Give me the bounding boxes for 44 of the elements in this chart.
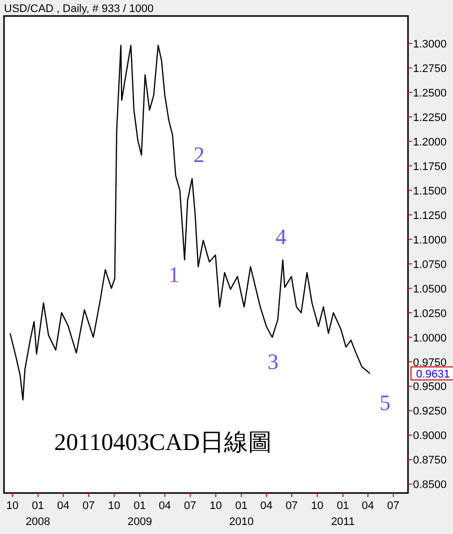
annotation: 2 — [194, 142, 204, 167]
x-tick-label: 07 — [286, 500, 298, 512]
y-tick-label: 1.2750 — [413, 62, 447, 75]
y-tick-label: 0.9631 — [416, 368, 450, 380]
y-tick-label: 0.9250 — [413, 406, 447, 418]
y-tick-label: 0.9000 — [413, 430, 447, 442]
y-tick-label: 1.1500 — [413, 185, 447, 198]
annotation: 1 — [168, 262, 180, 287]
annotation: 20110403CAD日線圖 — [54, 430, 272, 456]
x-tick-label: 10 — [210, 500, 222, 512]
x-tick-label: 04 — [57, 500, 70, 512]
line-series — [10, 44, 370, 401]
x-tick-label: 07 — [387, 500, 400, 512]
y-tick-label: 1.2500 — [413, 87, 447, 100]
y-tick-label: 1.1250 — [413, 210, 447, 222]
x-tick-label: 01 2009 — [128, 500, 152, 528]
y-tick-label: 1.2000 — [413, 136, 447, 148]
x-tick-label: 07 — [184, 500, 196, 512]
y-tick-label: 1.0500 — [413, 283, 447, 296]
y-tick-label: 1.3000 — [413, 38, 447, 50]
y-tick-label: 1.0750 — [413, 258, 447, 271]
y-tick-label: 0.8500 — [413, 479, 447, 492]
x-tick-label: 01 2011 — [331, 500, 355, 528]
x-tick-label: 04 — [260, 500, 272, 512]
annotation: 5 — [380, 390, 390, 415]
x-tick-label: 04 — [362, 500, 374, 512]
x-tick-label: 10 — [311, 500, 324, 512]
y-tick-label: 1.0000 — [413, 332, 447, 344]
x-tick-label: 07 — [82, 500, 95, 512]
y-tick-label: 1.1750 — [413, 160, 447, 173]
chart-title: USD/CAD , Daily, # 933 / 1000 — [4, 3, 154, 15]
y-tick-label: 1.0250 — [413, 308, 447, 320]
x-tick-label: 10 — [6, 500, 18, 512]
x-tick-label: 01 2008 — [26, 500, 50, 528]
x-tick-label: 01 2010 — [229, 500, 254, 528]
y-tick-label: 1.2250 — [413, 112, 447, 124]
y-tick-label: 0.9500 — [413, 381, 447, 394]
x-tick-label: 10 — [108, 500, 120, 512]
y-tick-label: 0.8750 — [413, 454, 447, 467]
annotation: 4 — [276, 224, 286, 249]
y-tick-label: 1.1000 — [413, 234, 447, 246]
annotation: 3 — [268, 349, 278, 374]
x-tick-label: 04 — [158, 500, 171, 512]
y-tick-label: 0.9750 — [413, 356, 447, 369]
